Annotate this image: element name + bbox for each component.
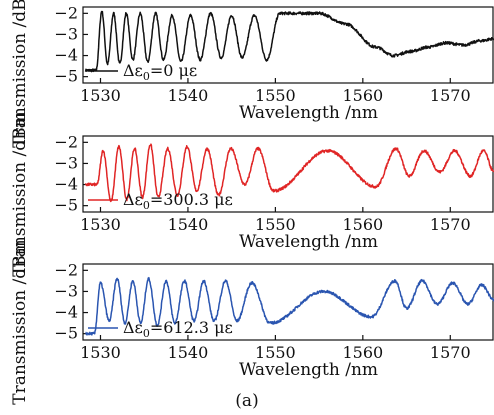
x-tick-label: 1530 (80, 215, 121, 234)
x-tick-label: 1540 (168, 343, 209, 362)
y-tick-label: −5 (54, 324, 78, 343)
y-tick-label: −5 (54, 196, 78, 215)
y-tick-label: −4 (54, 46, 78, 65)
series-line-1 (84, 143, 494, 203)
x-tick-label: 1550 (255, 215, 296, 234)
legend-label: Δε0=612.3 με (123, 318, 233, 340)
y-axis-label: Transmission /dBm (10, 0, 30, 148)
x-tick-label: 1570 (430, 86, 471, 105)
y-tick-label: −5 (54, 67, 78, 86)
y-tick-label: −2 (54, 260, 78, 279)
x-tick-label: 1550 (255, 343, 296, 362)
plot-frame (82, 135, 494, 213)
y-tick-label: −3 (54, 24, 78, 43)
x-tick-label: 1560 (342, 215, 383, 234)
y-tick-label: −4 (54, 303, 78, 322)
y-axis-label: Transmission /dBm (10, 239, 30, 405)
x-tick-label: 1530 (80, 86, 121, 105)
x-tick-label: 1540 (168, 215, 209, 234)
y-axis-label: Transmission /dBm (10, 111, 30, 277)
x-axis-label: Wavelength /nm (239, 232, 378, 252)
x-tick-label: 1570 (430, 343, 471, 362)
series-line-1 (84, 10, 494, 73)
x-axis-label: Wavelength /nm (239, 360, 378, 380)
y-tick-label: −4 (54, 175, 78, 194)
x-tick-label: 1550 (255, 86, 296, 105)
plot-frame (82, 6, 494, 84)
x-tick-label: 1560 (342, 86, 383, 105)
y-tick-label: −2 (54, 3, 78, 22)
x-tick-label: 1530 (80, 343, 121, 362)
plot-frame (82, 263, 494, 341)
figure-caption: (a) (235, 391, 258, 411)
legend-label: Δε0=300.3 με (123, 190, 233, 212)
y-tick-label: −2 (54, 132, 78, 151)
x-axis-label: Wavelength /nm (239, 103, 378, 123)
legend-label: Δε0=0 με (123, 61, 197, 83)
y-tick-label: −3 (54, 281, 78, 300)
x-tick-label: 1570 (430, 215, 471, 234)
x-tick-label: 1540 (168, 86, 209, 105)
y-tick-label: −3 (54, 153, 78, 172)
x-tick-label: 1560 (342, 343, 383, 362)
series-line-1 (85, 276, 494, 336)
